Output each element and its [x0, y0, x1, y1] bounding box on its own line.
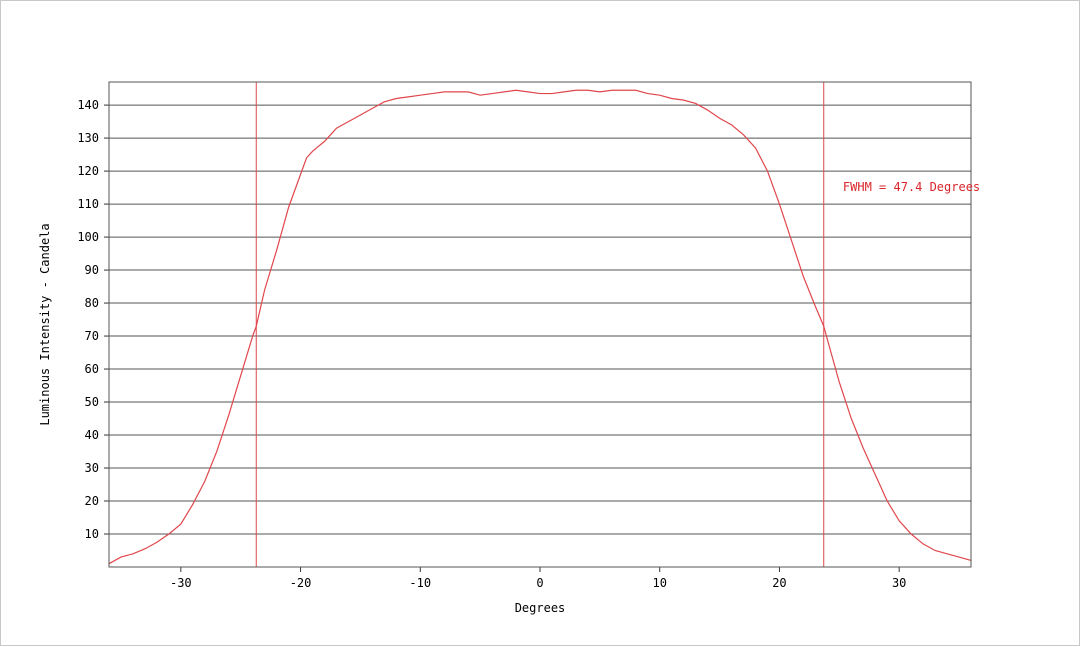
- x-axis-title: Degrees: [515, 601, 566, 615]
- axes: [104, 81, 972, 572]
- series-layer: [108, 89, 972, 565]
- x-tick-label: -10: [409, 576, 431, 590]
- y-axis-title: Luminous Intensity - Candela: [38, 223, 52, 425]
- x-tick-label: -20: [290, 576, 312, 590]
- x-tick-label: 0: [536, 576, 543, 590]
- y-tick-label: 90: [85, 263, 99, 277]
- y-tick-label: 80: [85, 296, 99, 310]
- y-tick-label: 140: [77, 98, 99, 112]
- plot-border: [108, 81, 972, 568]
- y-tick-label: 120: [77, 164, 99, 178]
- fwhm-annotation: FWHM = 47.4 Degrees: [843, 180, 980, 194]
- fwhm-markers: [255, 82, 825, 567]
- x-tick-label: 20: [772, 576, 786, 590]
- x-tick-label: 10: [652, 576, 666, 590]
- y-tick-label: 30: [85, 461, 99, 475]
- y-tick-label: 70: [85, 329, 99, 343]
- x-tick-label: 30: [892, 576, 906, 590]
- y-tick-label: 110: [77, 197, 99, 211]
- intensity-series-line: [108, 89, 972, 565]
- gridlines: [109, 104, 971, 535]
- y-tick-label: 60: [85, 362, 99, 376]
- y-tick-label: 20: [85, 494, 99, 508]
- y-tick-label: 10: [85, 527, 99, 541]
- x-tick-label: -30: [170, 576, 192, 590]
- y-tick-label: 130: [77, 131, 99, 145]
- y-tick-label: 50: [85, 395, 99, 409]
- y-tick-label: 100: [77, 230, 99, 244]
- y-tick-label: 40: [85, 428, 99, 442]
